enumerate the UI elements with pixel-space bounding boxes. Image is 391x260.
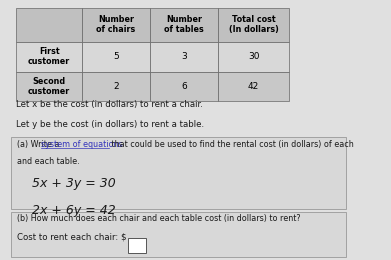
Bar	[16, 72, 82, 101]
Text: Total cost
(In dollars): Total cost (In dollars)	[229, 15, 278, 34]
Bar	[150, 8, 218, 42]
Bar	[82, 8, 150, 42]
Bar	[150, 42, 218, 72]
Text: 6: 6	[181, 82, 187, 91]
Text: Second
customer: Second customer	[28, 77, 70, 96]
Bar	[218, 8, 289, 42]
Bar	[11, 137, 346, 209]
Text: Let x be the cost (in dollars) to rent a chair.: Let x be the cost (in dollars) to rent a…	[16, 100, 203, 109]
Text: Cost to rent each chair: $: Cost to rent each chair: $	[17, 233, 127, 242]
Bar	[128, 238, 146, 253]
Text: First
customer: First customer	[28, 47, 70, 66]
Text: 5: 5	[113, 52, 119, 61]
Bar	[150, 72, 218, 101]
Text: 42: 42	[248, 82, 259, 91]
Text: system of equations: system of equations	[41, 140, 123, 149]
Text: Number
of tables: Number of tables	[164, 15, 204, 34]
Text: 2: 2	[113, 82, 119, 91]
Bar	[218, 42, 289, 72]
Bar	[16, 42, 82, 72]
Text: 3: 3	[181, 52, 187, 61]
Bar	[218, 72, 289, 101]
Bar	[11, 212, 346, 257]
Bar	[82, 42, 150, 72]
Text: Let y be the cost (in dollars) to rent a table.: Let y be the cost (in dollars) to rent a…	[16, 120, 204, 129]
Text: that could be used to find the rental cost (in dollars) of each: that could be used to find the rental co…	[109, 140, 353, 149]
Text: Number
of chairs: Number of chairs	[97, 15, 136, 34]
Text: 2x + 6y = 42: 2x + 6y = 42	[32, 204, 116, 217]
Text: and each table.: and each table.	[17, 157, 80, 166]
Text: 5x + 3y = 30: 5x + 3y = 30	[32, 177, 116, 190]
Text: (a) Write a: (a) Write a	[17, 140, 62, 149]
Bar	[16, 8, 82, 42]
Bar	[82, 72, 150, 101]
Text: 30: 30	[248, 52, 259, 61]
Text: (b) How much does each chair and each table cost (in dollars) to rent?: (b) How much does each chair and each ta…	[17, 214, 301, 223]
